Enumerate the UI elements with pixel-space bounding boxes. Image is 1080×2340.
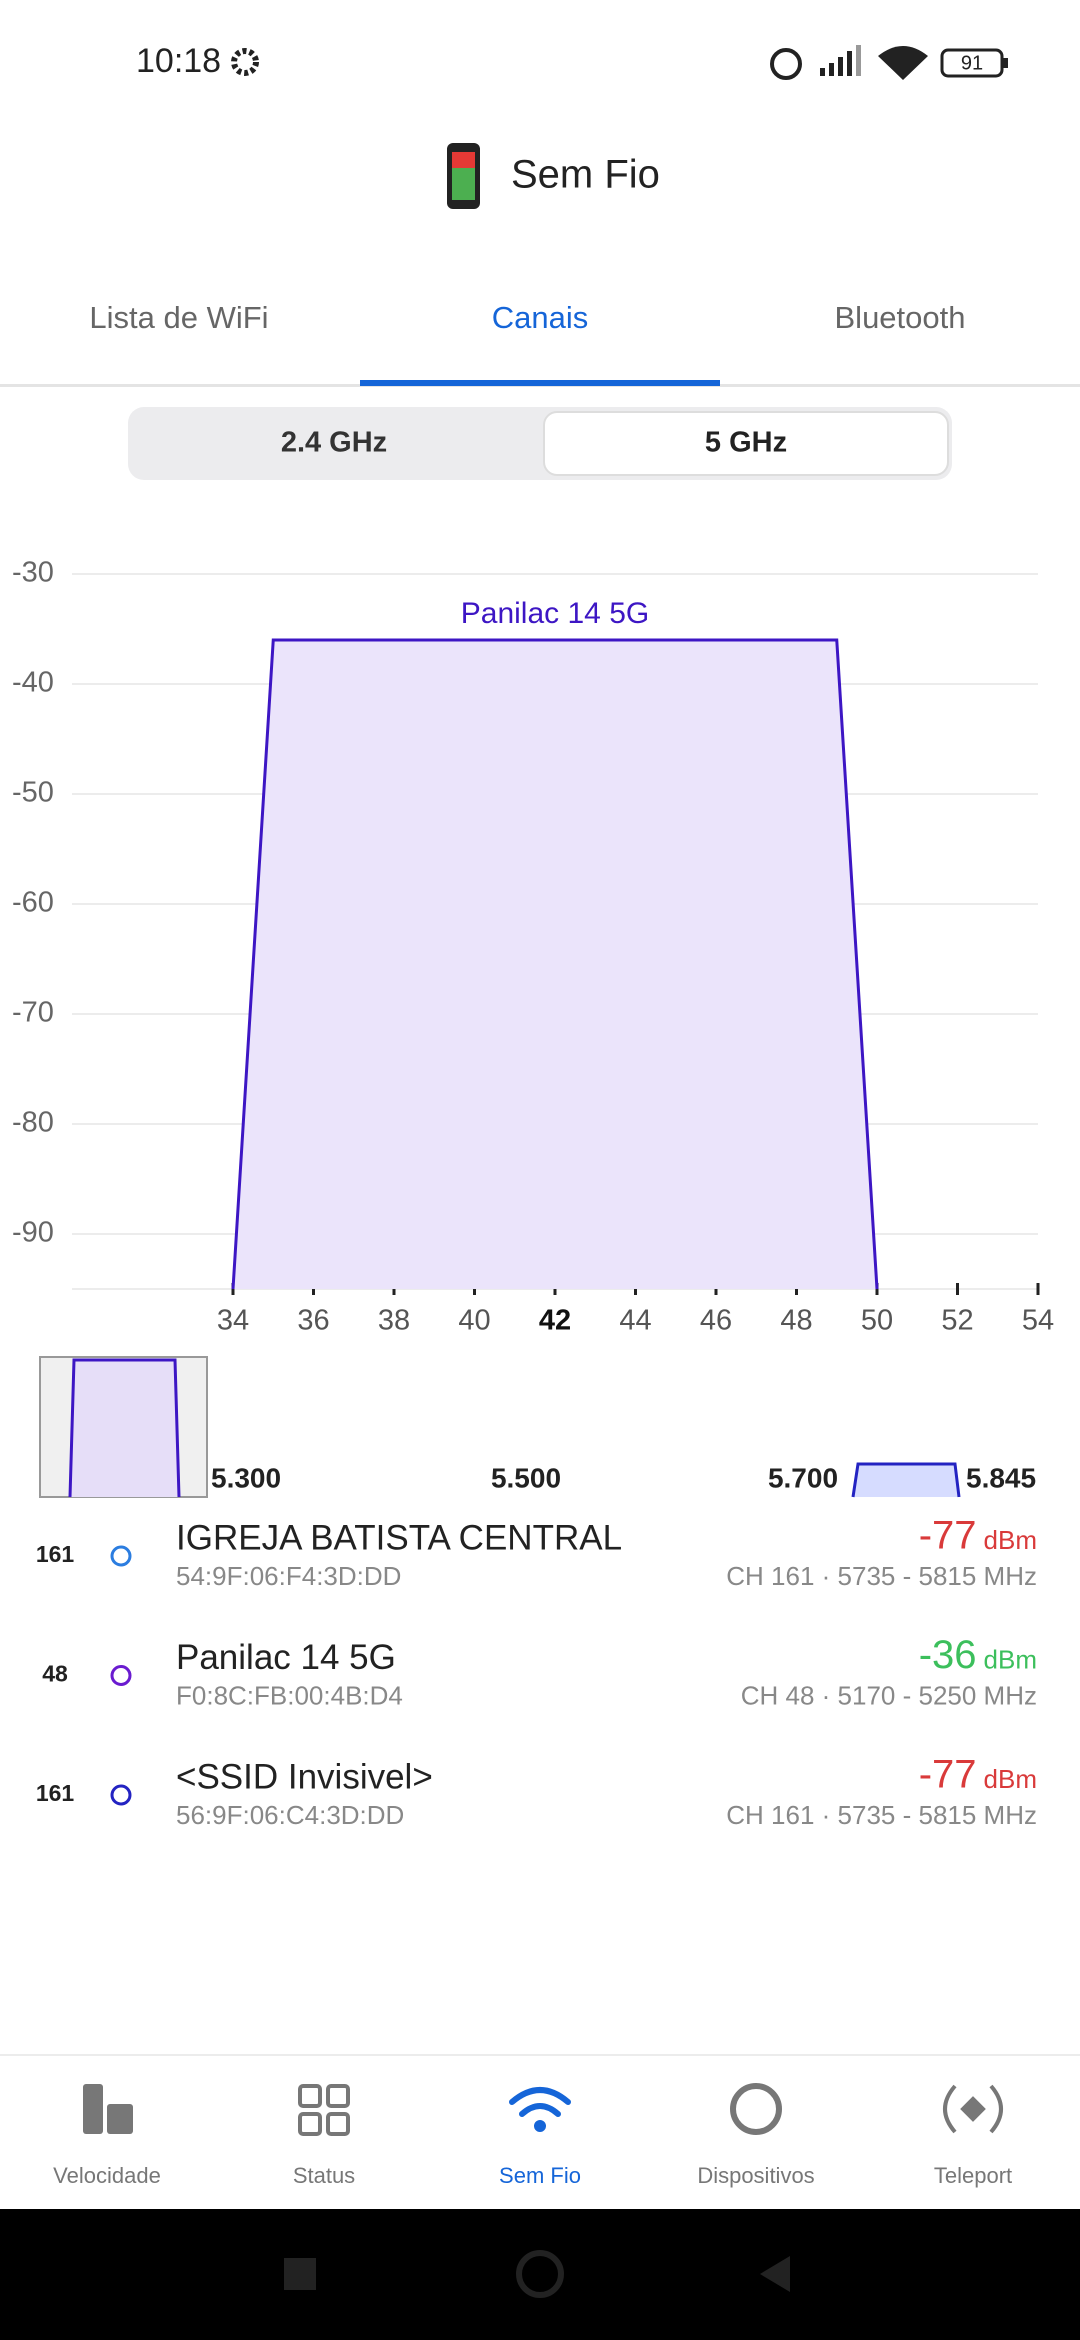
x-tick-label: 54 xyxy=(1022,1305,1054,1337)
x-tick-label: 40 xyxy=(458,1305,490,1337)
segment[interactable]: 5 GHz xyxy=(705,427,787,459)
network-color xyxy=(110,1545,132,1567)
signal-icon xyxy=(820,45,861,76)
area-fill xyxy=(233,640,877,1289)
series-label: Panilac 14 5G xyxy=(461,597,649,630)
frequency-label: 5.500 xyxy=(491,1462,561,1493)
network-signal: -77 xyxy=(919,1753,977,1797)
area-line xyxy=(231,638,879,1290)
segment[interactable]: 2.4 GHz xyxy=(281,427,387,459)
recents-button[interactable] xyxy=(284,2258,316,2290)
x-tick-label: 52 xyxy=(941,1305,973,1337)
network-details: CH 161 · 5735 - 5815 MHz xyxy=(726,1561,1037,1591)
network-mac: 56:9F:06:C4:3D:DD xyxy=(176,1800,404,1830)
tab[interactable]: Lista de WiFi xyxy=(89,300,268,335)
y-tick-label: -40 xyxy=(12,667,54,699)
overview-network xyxy=(851,1462,961,1498)
system-nav-bar xyxy=(0,2209,1080,2340)
network-details: CH 48 · 5170 - 5250 MHz xyxy=(741,1680,1037,1710)
status-time: 10:18 xyxy=(136,42,221,80)
header-title: Sem Fio xyxy=(511,153,660,197)
network-signal: -77 xyxy=(919,1514,977,1558)
network-signal: -36 xyxy=(919,1633,977,1677)
wifi-icon xyxy=(878,46,928,80)
x-tick-label: 50 xyxy=(861,1305,893,1337)
nav-label[interactable]: Status xyxy=(293,2163,355,2188)
segment-selected xyxy=(543,411,949,476)
y-tick-label: -80 xyxy=(12,1107,54,1139)
back-button[interactable] xyxy=(760,2256,790,2292)
network-name: IGREJA BATISTA CENTRAL xyxy=(176,1518,622,1557)
x-tick-label: 34 xyxy=(217,1305,249,1337)
tab[interactable]: Bluetooth xyxy=(835,300,966,335)
battery-tip xyxy=(1003,58,1008,68)
tab-active[interactable]: Canais xyxy=(492,300,589,335)
network-signal-unit: dBm xyxy=(984,1525,1037,1555)
home-button[interactable] xyxy=(516,2250,564,2298)
network-list: 161 IGREJA BATISTA CENTRAL 54:9F:06:F4:3D:… xyxy=(36,1514,1037,1830)
nav-icon-wifi xyxy=(509,2087,571,2132)
battery-icon xyxy=(940,48,1004,78)
frequency-label: 5.300 xyxy=(211,1462,281,1493)
alarm-icon xyxy=(770,48,802,80)
x-tick-label: 48 xyxy=(780,1305,812,1337)
y-tick-label: -90 xyxy=(12,1217,54,1249)
nav-label[interactable]: Teleport xyxy=(934,2163,1012,2188)
network-mac: 54:9F:06:F4:3D:DD xyxy=(176,1561,401,1591)
bottom-nav-border xyxy=(0,2054,1080,2056)
frequency-label: 5.700 xyxy=(768,1462,838,1493)
settings-icon xyxy=(231,48,259,76)
nav-icon-devices xyxy=(730,2083,782,2135)
network-details: CH 161 · 5735 - 5815 MHz xyxy=(726,1800,1037,1830)
network-color xyxy=(110,1665,132,1686)
channel-chart: -30 -40 -50 -60 -70 -80 -90 34 36 38 40 42 44 46 48 50 5… xyxy=(12,557,1054,1337)
battery-level: 91 xyxy=(961,52,983,74)
network-signal-unit: dBm xyxy=(984,1764,1037,1794)
y-tick-label: -30 xyxy=(12,557,54,589)
network-channel: 161 xyxy=(36,1541,75,1567)
nav-icon-teleport xyxy=(943,2084,1003,2134)
x-tick-label: 46 xyxy=(700,1305,732,1337)
network-channel: 48 xyxy=(42,1661,68,1687)
y-tick-label: -60 xyxy=(12,887,54,919)
network-name: Panilac 14 5G xyxy=(176,1638,396,1677)
frequency-label: 5.845 xyxy=(966,1462,1036,1493)
tab-indicator xyxy=(360,380,720,386)
network-name: <SSID Invisivel> xyxy=(176,1757,433,1796)
network-channel: 161 xyxy=(36,1780,75,1806)
nav-icon-status xyxy=(298,2084,350,2136)
nav-label[interactable]: Dispositivos xyxy=(697,2163,814,2188)
network-mac: F0:8C:FB:00:4B:D4 xyxy=(176,1680,403,1710)
nav-label[interactable]: Velocidade xyxy=(53,2163,161,2188)
x-tick-label: 44 xyxy=(619,1305,651,1337)
network-color xyxy=(110,1784,132,1806)
app-icon-band xyxy=(452,152,475,168)
x-tick-label: 38 xyxy=(378,1305,410,1337)
y-tick-label: -70 xyxy=(12,997,54,1029)
network-signal-unit: dBm xyxy=(984,1644,1037,1674)
nav-label-active[interactable]: Sem Fio xyxy=(499,2163,581,2188)
nav-icon-speed xyxy=(83,2084,133,2134)
overview-network xyxy=(68,1358,181,1498)
x-tick-label: 36 xyxy=(297,1305,329,1337)
y-tick-label: -50 xyxy=(12,777,54,809)
x-tick-label: 42 xyxy=(539,1305,571,1337)
